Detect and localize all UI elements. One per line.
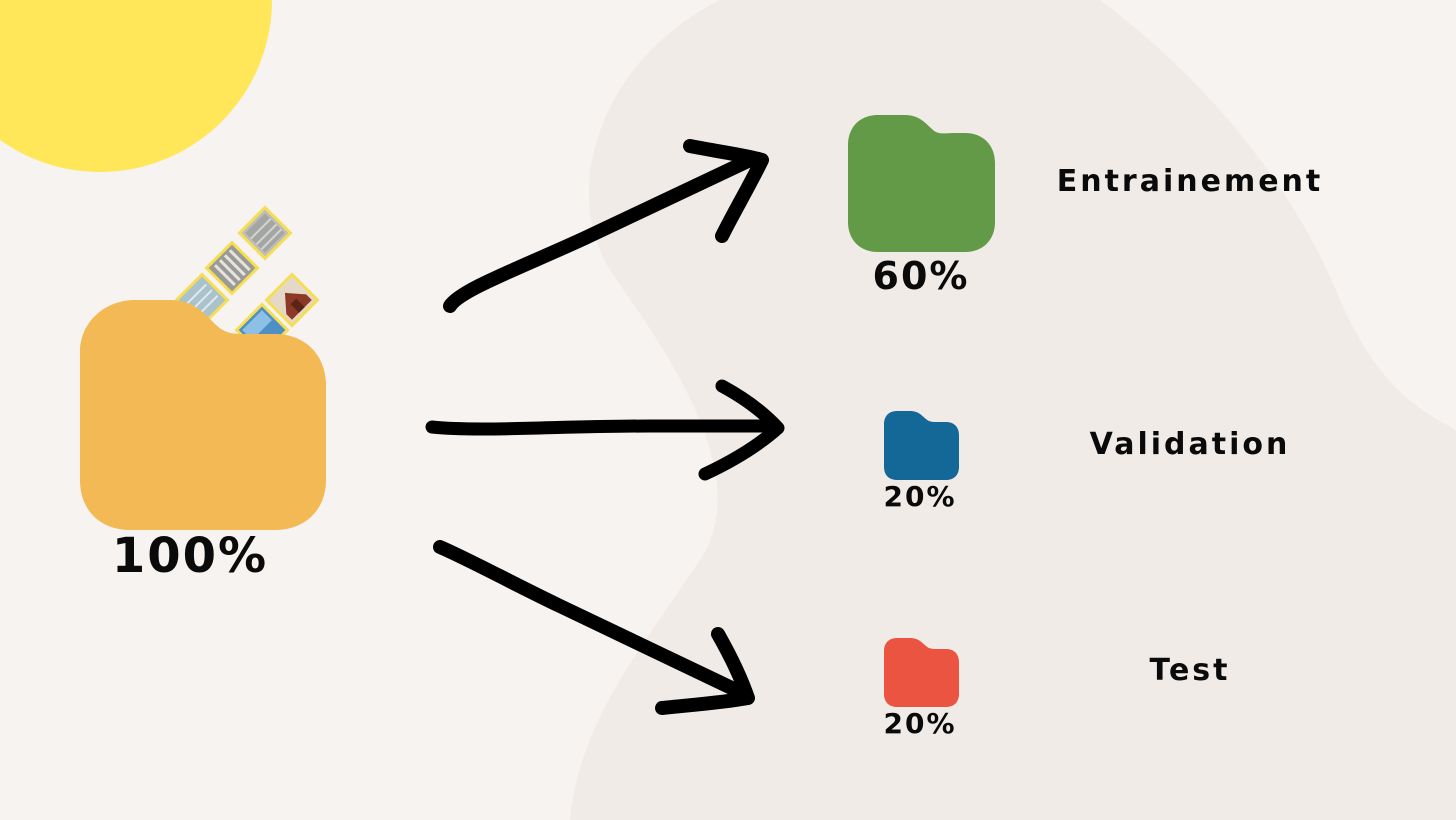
source-percent: 100% (111, 528, 269, 584)
arrow-to-train (443, 139, 769, 313)
test-label: Test (1149, 653, 1231, 688)
photo-thumbnail-2 (204, 240, 260, 296)
train-percent: 60% (872, 254, 970, 298)
train-folder-icon (848, 115, 995, 252)
photo-thumbnail-3 (264, 272, 320, 328)
background-blob (570, 0, 1456, 820)
arrow-to-test (433, 540, 755, 715)
test-percent: 20% (883, 707, 957, 740)
source-folder-icon (80, 300, 326, 530)
validation-percent: 20% (883, 480, 957, 513)
arrow-to-validation (425, 379, 785, 481)
test-folder-icon (884, 638, 959, 707)
validation-folder-icon (884, 411, 959, 480)
validation-label: Validation (1089, 427, 1291, 462)
photo-thumbnail-1 (237, 205, 293, 261)
train-label: Entrainement (1056, 164, 1324, 199)
sun-circle (0, 0, 272, 172)
